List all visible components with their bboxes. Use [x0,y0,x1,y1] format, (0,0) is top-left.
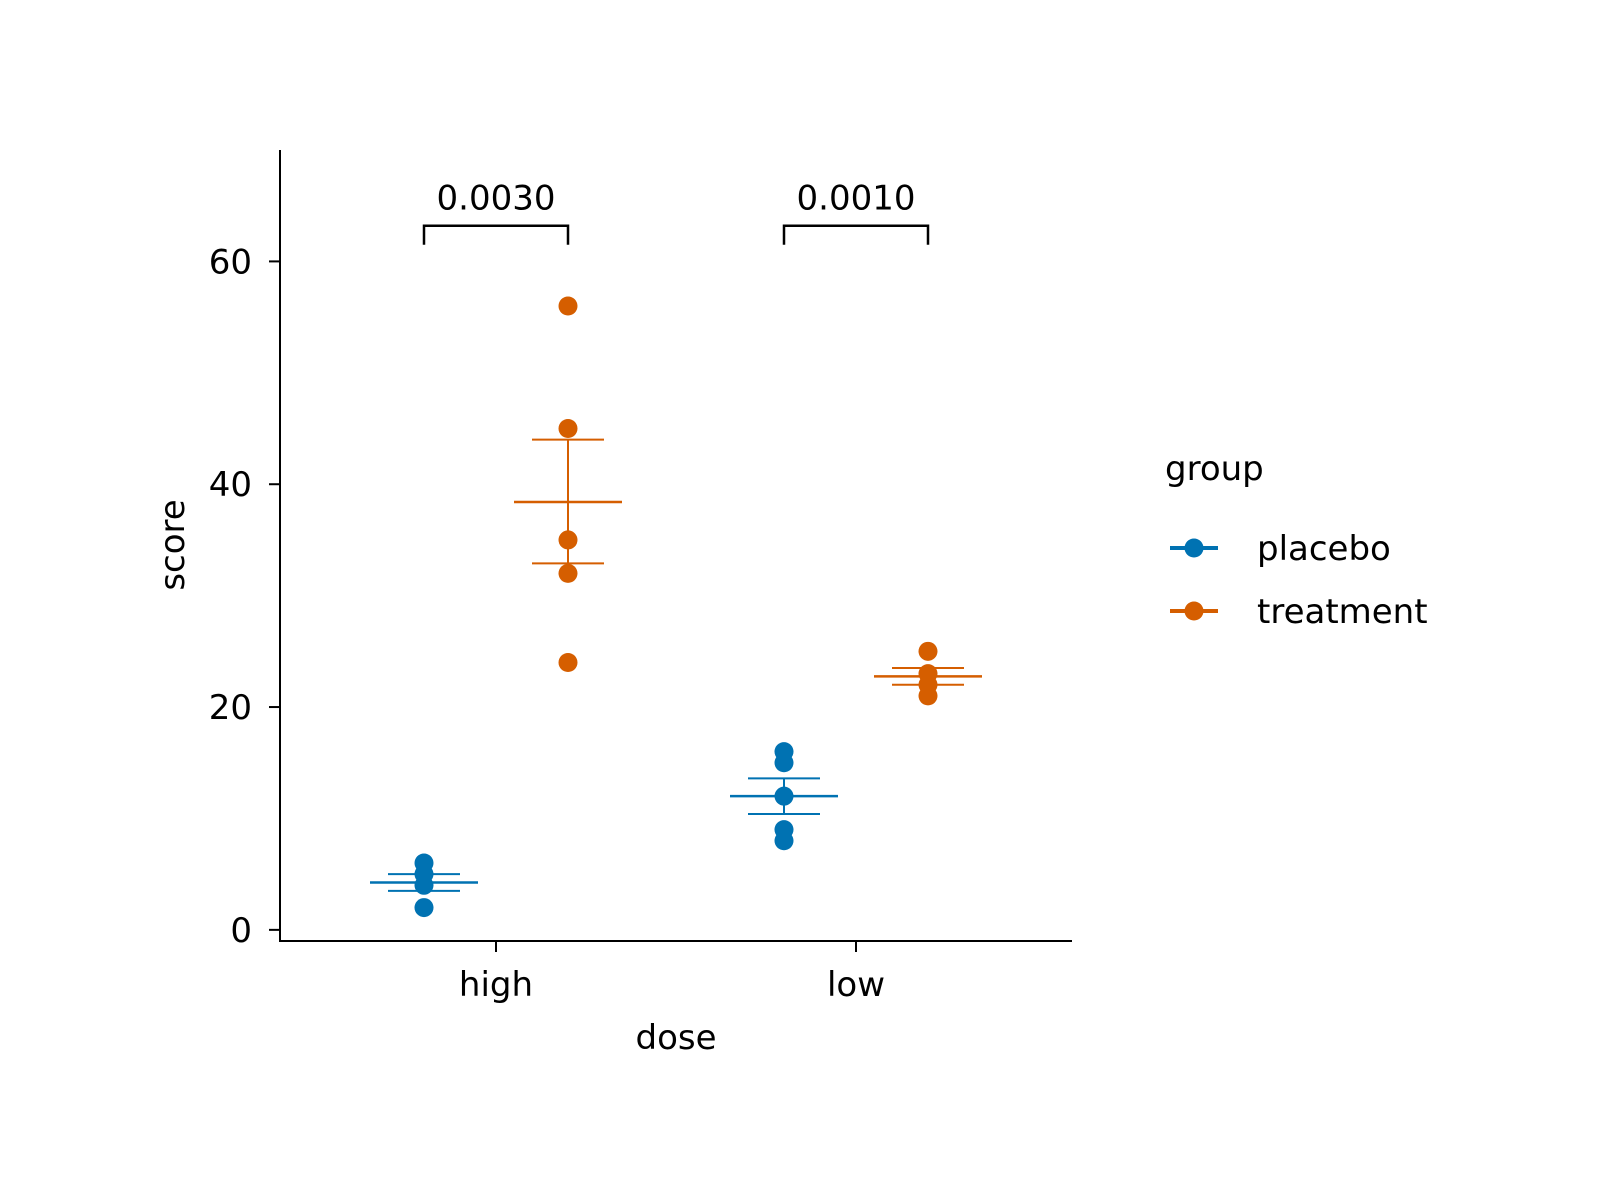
y-axis-label: score [153,499,193,590]
y-tick-label: 40 [209,465,252,505]
y-tick-label: 20 [209,688,252,728]
point-treatment-high [558,530,578,550]
summary-bars [370,438,982,892]
x-axis-label: dose [635,1018,716,1058]
y-ticks: 0 20 40 60 [209,242,280,951]
axes [279,150,1072,942]
point-placebo-high [414,853,434,873]
x-tick-label: high [459,965,533,1005]
y-tick-label: 0 [230,911,252,951]
point-treatment-high [558,419,578,439]
legend-title: group [1165,449,1264,489]
legend-key-point-treatment [1184,601,1204,621]
legend: group placebo treatment [1165,449,1428,632]
point-placebo-low [774,820,794,840]
point-treatment-high [558,296,578,316]
legend-key-point-placebo [1184,538,1204,558]
y-tick-label: 60 [209,242,252,282]
significance-bracket [782,224,930,245]
point-treatment-high [558,652,578,672]
p-value-label: 0.0010 [797,179,916,219]
legend-label-placebo: placebo [1257,529,1391,569]
x-ticks: high low [459,941,885,1005]
significance-bracket [422,224,570,245]
point-treatment-low [918,664,938,684]
p-value-label: 0.0030 [437,179,556,219]
point-placebo-low [774,786,794,806]
x-tick-label: low [827,965,885,1005]
point-treatment-high [558,563,578,583]
point-treatment-low [918,641,938,661]
significance-annotations: 0.0030 0.0010 [422,179,930,245]
point-placebo-high [414,898,434,918]
data-points [414,296,938,918]
point-placebo-low [774,742,794,762]
legend-label-treatment: treatment [1257,592,1428,632]
